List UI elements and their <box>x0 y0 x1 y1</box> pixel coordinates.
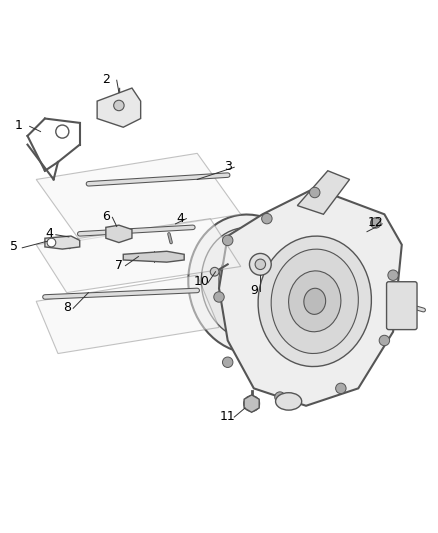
Polygon shape <box>219 188 402 406</box>
Circle shape <box>114 100 124 111</box>
Ellipse shape <box>304 288 325 314</box>
Text: 9: 9 <box>250 284 258 297</box>
Text: 4: 4 <box>176 212 184 225</box>
Circle shape <box>210 268 219 276</box>
Ellipse shape <box>289 271 341 332</box>
Ellipse shape <box>258 236 371 367</box>
Text: 2: 2 <box>102 73 110 86</box>
Text: 5: 5 <box>11 240 18 253</box>
Circle shape <box>56 125 69 138</box>
Circle shape <box>255 259 265 270</box>
Circle shape <box>250 254 271 275</box>
Polygon shape <box>297 171 350 214</box>
Text: 8: 8 <box>63 301 71 314</box>
Circle shape <box>336 383 346 393</box>
Polygon shape <box>36 219 241 293</box>
Polygon shape <box>97 88 141 127</box>
Text: 7: 7 <box>115 259 123 272</box>
Circle shape <box>223 357 233 367</box>
Circle shape <box>244 396 259 411</box>
Polygon shape <box>36 275 219 353</box>
Circle shape <box>214 292 224 302</box>
Ellipse shape <box>271 249 358 353</box>
Polygon shape <box>36 154 241 240</box>
Text: 3: 3 <box>224 160 232 173</box>
Circle shape <box>310 187 320 198</box>
Circle shape <box>261 213 272 224</box>
Circle shape <box>371 218 381 228</box>
Text: 12: 12 <box>368 216 384 230</box>
Ellipse shape <box>188 214 311 353</box>
Polygon shape <box>45 236 80 249</box>
Ellipse shape <box>219 247 280 321</box>
Ellipse shape <box>201 228 298 340</box>
Text: 11: 11 <box>220 410 236 423</box>
Ellipse shape <box>276 393 302 410</box>
Ellipse shape <box>239 271 265 301</box>
Polygon shape <box>244 395 259 413</box>
Polygon shape <box>123 251 184 262</box>
Text: 1: 1 <box>15 118 23 132</box>
Text: 4: 4 <box>45 228 53 240</box>
Text: 10: 10 <box>194 275 209 288</box>
Circle shape <box>275 392 285 402</box>
Circle shape <box>47 238 56 247</box>
Text: 6: 6 <box>102 210 110 223</box>
Circle shape <box>379 335 390 346</box>
Circle shape <box>388 270 398 280</box>
Circle shape <box>223 235 233 246</box>
FancyBboxPatch shape <box>387 282 417 329</box>
Polygon shape <box>106 225 132 243</box>
